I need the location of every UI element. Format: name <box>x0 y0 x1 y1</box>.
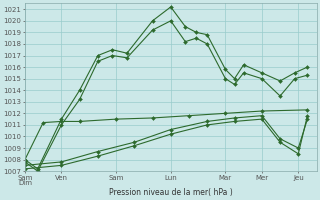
X-axis label: Pression niveau de la mer( hPa ): Pression niveau de la mer( hPa ) <box>109 188 233 197</box>
